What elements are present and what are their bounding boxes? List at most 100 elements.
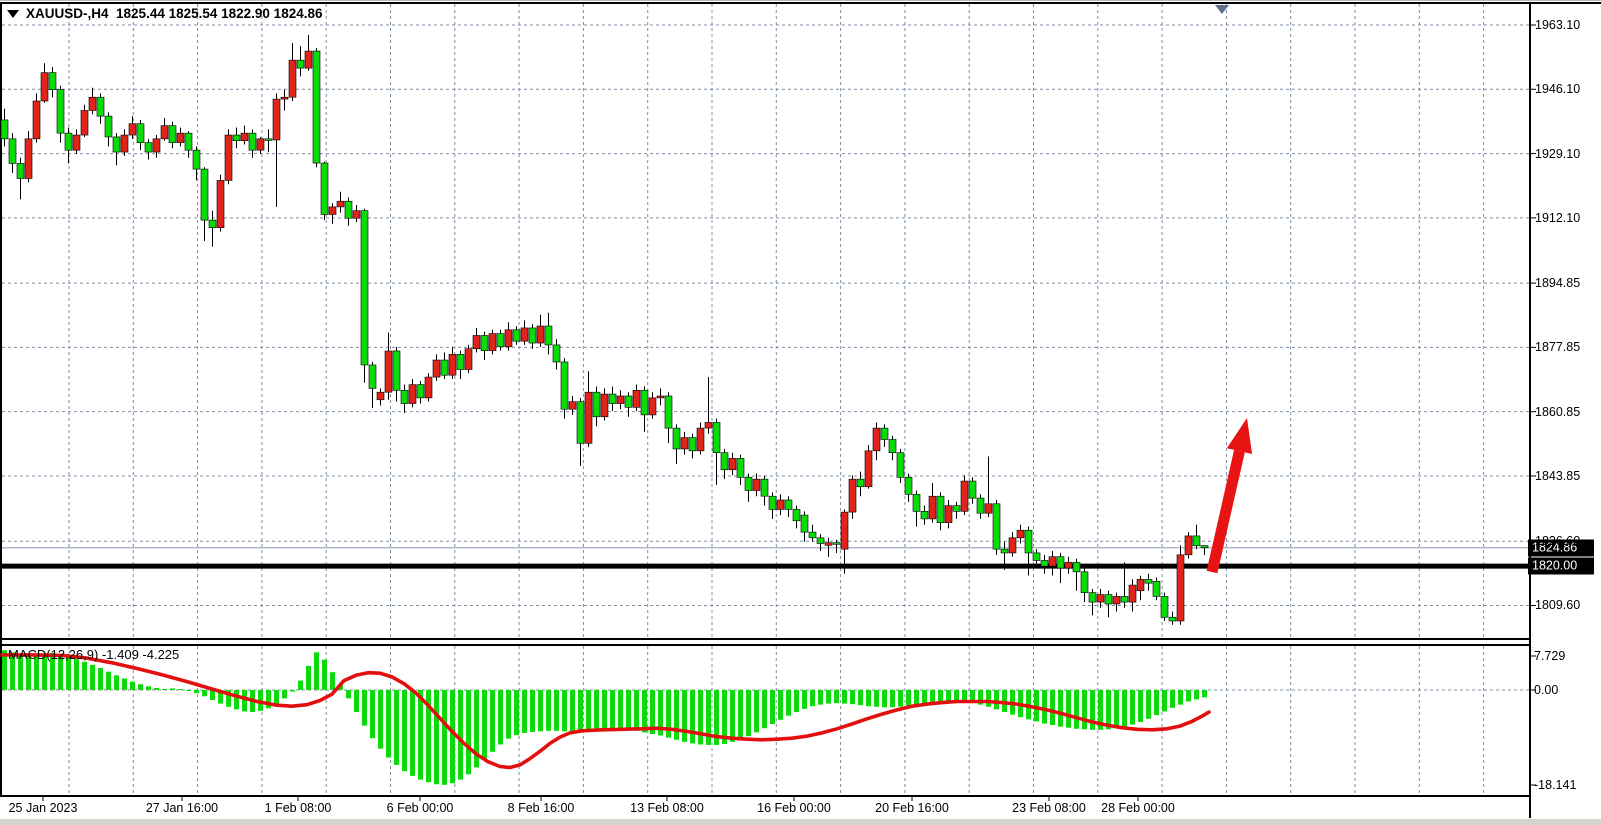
macd-bar (778, 690, 783, 720)
candle-bull (776, 499, 785, 510)
candle-bull (40, 72, 49, 102)
price-axis-label: 1809.60 (1535, 598, 1581, 613)
candle-bear (760, 478, 769, 497)
candle-bear (528, 327, 537, 344)
candle-bear (1160, 596, 1169, 618)
candle-bull (24, 138, 33, 179)
horizontal-gridlines (2, 24, 1529, 606)
candle-bear (912, 494, 921, 512)
candle-bear (664, 395, 673, 429)
candle-bear (1120, 596, 1129, 603)
macd-bar (114, 675, 119, 690)
macd-bar (554, 690, 559, 731)
macd-bar (762, 690, 767, 729)
macd-bar (490, 690, 495, 752)
indicator-panel-divider-lower (0, 644, 1530, 646)
macd-bar (122, 678, 127, 690)
macd-bar (602, 690, 607, 730)
macd-bar (1122, 690, 1127, 727)
price-axis-label: 1963.10 (1535, 18, 1581, 32)
macd-bar (242, 690, 247, 712)
macd-bar (1186, 690, 1191, 702)
candle-bull (1008, 537, 1017, 554)
macd-bar (770, 690, 775, 725)
macd-bar (730, 690, 735, 742)
macd-bar (338, 684, 343, 690)
macd-bar (378, 690, 383, 749)
hline-price-badge: 1820.00 (1528, 557, 1594, 575)
macd-signal-line (0, 653, 1211, 770)
candle-bull (840, 511, 849, 550)
candle-bull (384, 350, 393, 393)
price-axis-label: 1843.85 (1535, 468, 1581, 483)
symbol-dropdown-icon[interactable] (7, 9, 19, 18)
macd-bar (442, 690, 447, 785)
macd-bar (154, 687, 159, 690)
indicator-panel-divider[interactable] (0, 638, 1530, 640)
macd-bar (530, 690, 535, 732)
candle-bear (184, 132, 193, 151)
candle-bear (320, 162, 329, 215)
macd-bar (274, 690, 279, 705)
macd-bar (714, 690, 719, 745)
macd-bar (1114, 690, 1119, 729)
candle-bear (544, 325, 553, 346)
macd-bar (1146, 690, 1151, 719)
macd-bar (1050, 690, 1055, 726)
current-price-badge: 1824.86 (1528, 539, 1594, 557)
macd-bar (906, 690, 911, 706)
candle-bear (592, 391, 601, 418)
symbol-period-label: XAUUSD-,H4 (26, 6, 109, 21)
macd-bar (466, 690, 471, 775)
macd-bar (538, 690, 543, 732)
candle-bear (992, 503, 1001, 550)
candle-bear (792, 509, 801, 522)
macd-bar (106, 671, 111, 690)
macd-bar (546, 690, 551, 731)
candle-bull (648, 397, 657, 416)
candle-bull (1184, 535, 1193, 556)
macd-bar (562, 690, 567, 732)
macd-bar (834, 690, 839, 704)
candle-bull (472, 335, 481, 350)
candle-bear (136, 123, 145, 143)
macd-bar (298, 680, 303, 690)
macd-bar (858, 690, 863, 706)
macd-bar (98, 668, 103, 690)
candle-bear (1152, 580, 1161, 597)
candle-bull (984, 503, 993, 514)
candle-bear (1000, 548, 1009, 554)
candle-bear (904, 476, 913, 495)
macd-bar (1034, 690, 1039, 722)
candle-bull (1048, 556, 1057, 567)
candle-bear (8, 138, 17, 164)
candle-bear (968, 480, 977, 499)
candle-bull (72, 134, 81, 151)
autoscroll-marker-icon[interactable] (1215, 5, 1229, 14)
macd-bar (50, 652, 55, 690)
candle-bear (672, 427, 681, 450)
candle-bear (832, 542, 841, 545)
macd-bar (146, 686, 151, 690)
time-axis-label: 16 Feb 00:00 (757, 801, 831, 815)
candle-bear (576, 401, 585, 444)
macd-bar (330, 672, 335, 690)
macd-bar (786, 690, 791, 716)
macd-bar (866, 690, 871, 707)
macd-histogram (2, 650, 1207, 785)
price-axis-label: 1860.85 (1535, 404, 1581, 419)
candle-bear (736, 458, 745, 478)
ohlc-values: 1825.44 1825.54 1822.90 1824.86 (116, 6, 323, 21)
candle-bull (1096, 594, 1105, 603)
macd-bar (218, 690, 223, 704)
candle-bull (536, 325, 545, 344)
candle-bear (232, 134, 241, 142)
candle-bull (680, 437, 689, 450)
candle-bull (1136, 579, 1145, 592)
candle-bear (920, 511, 929, 520)
candle-bear (560, 361, 569, 410)
macd-bar (402, 690, 407, 772)
macd-bar (418, 690, 423, 780)
macd-bar (410, 690, 415, 776)
